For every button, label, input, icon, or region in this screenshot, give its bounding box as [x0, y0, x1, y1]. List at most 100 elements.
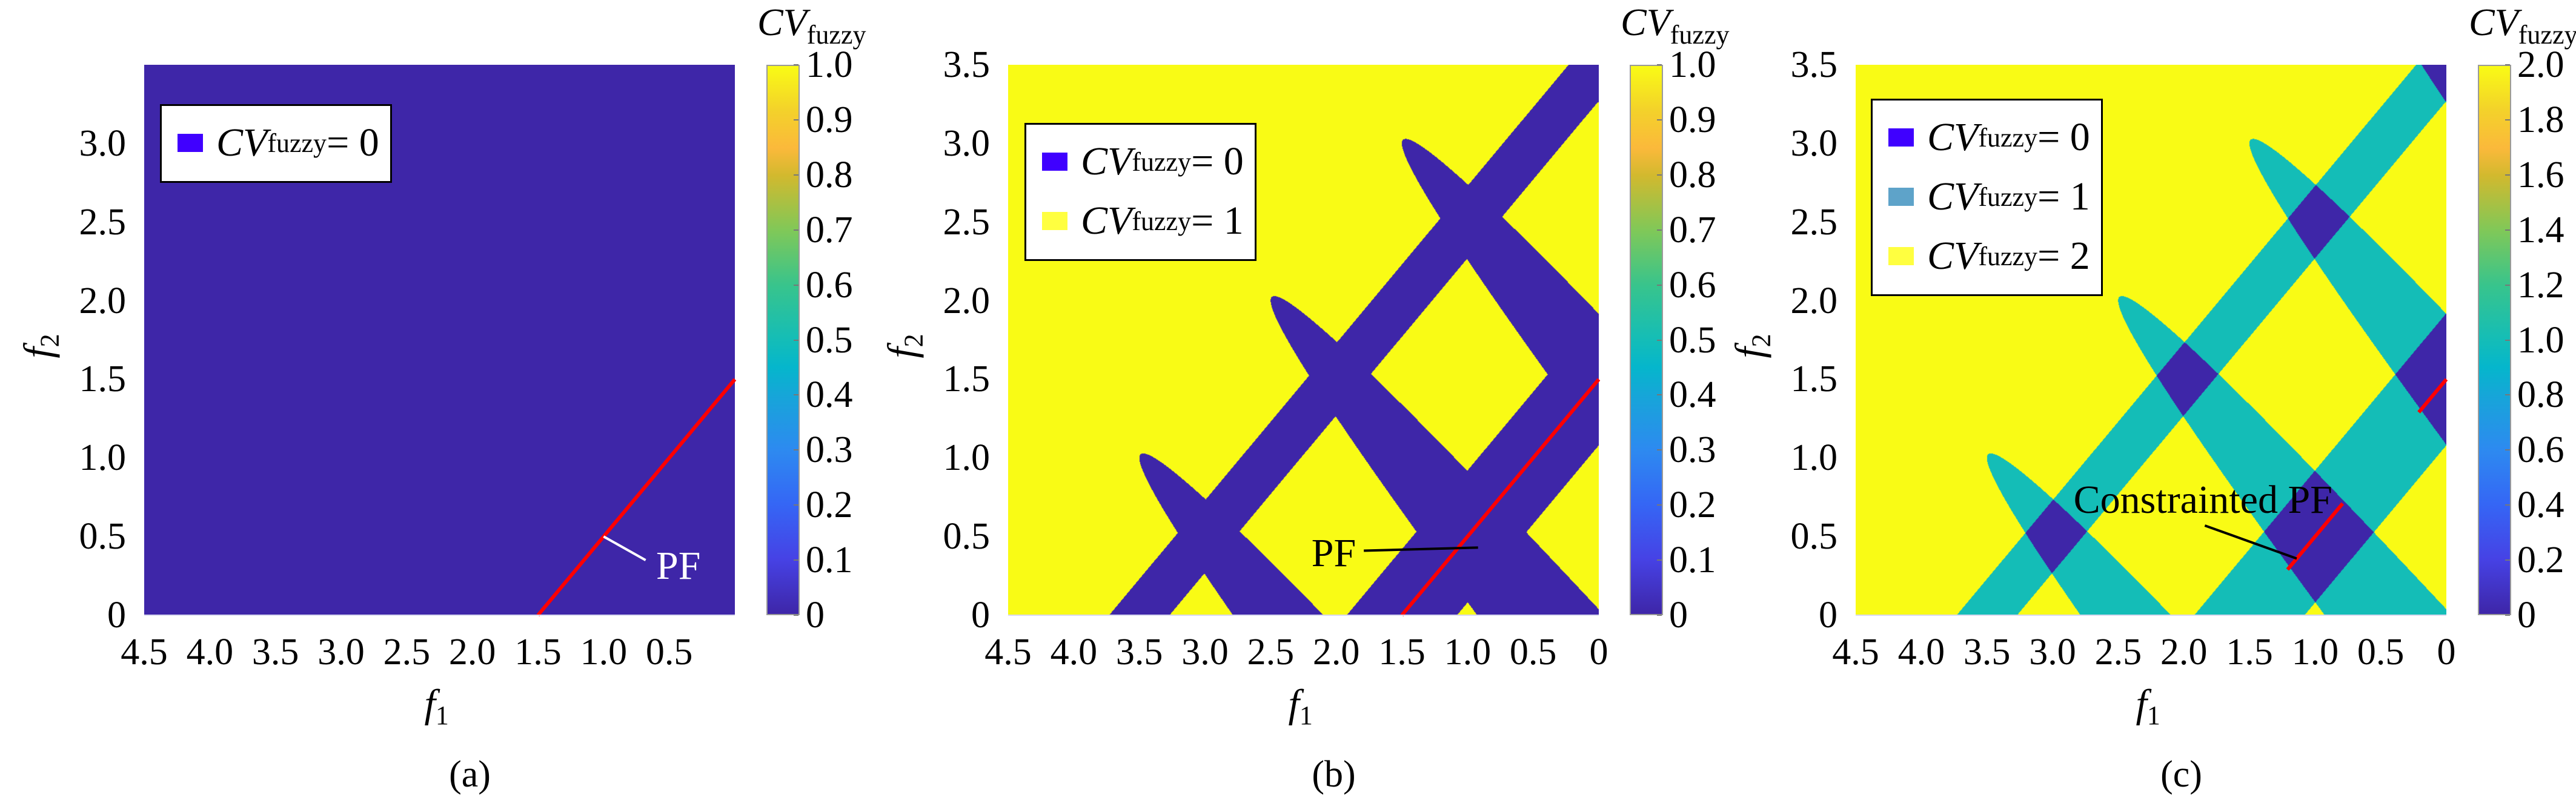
x-axis-label: f1 — [425, 684, 449, 736]
colorbar-tick-mark — [1657, 615, 1662, 616]
x-tick-label: 2.5 — [1247, 632, 1295, 673]
legend-label-value: = 0 — [2037, 115, 2090, 159]
annotation-label: Constrainted PF — [2073, 478, 2332, 522]
legend-label-var: CV — [1927, 174, 1979, 219]
x-axis-label: f1 — [2136, 684, 2160, 736]
y-tick-label: 0.5 — [79, 516, 127, 558]
x-tick-label: 3.0 — [317, 632, 365, 673]
legend-label-value: = 0 — [1191, 139, 1244, 183]
colorbar-tick-mark — [2505, 339, 2510, 341]
y-tick-label: 3.5 — [1790, 44, 1838, 85]
x-tick-label: 1.0 — [580, 632, 628, 673]
colorbar-tick-label: 1.0 — [806, 44, 853, 85]
colorbar-tick-mark — [794, 64, 798, 65]
x-tick-label: 2.5 — [2094, 632, 2142, 673]
x-tick-label: 4.5 — [121, 632, 168, 673]
x-axis-label-subscript: 1 — [2146, 701, 2160, 730]
panel-caption: (c) — [2160, 754, 2202, 795]
colorbar-tick-label: 1.2 — [2517, 264, 2564, 306]
colorbar-tick-label: 0.2 — [806, 484, 853, 526]
legend-label-var: CV — [216, 120, 268, 165]
x-axis-label-var: f — [1288, 682, 1300, 726]
pf-line — [2417, 378, 2448, 414]
x-tick-label: 3.5 — [1963, 632, 2011, 673]
colorbar-tick-label: 1.6 — [2517, 154, 2564, 196]
colorbar-tick-mark — [794, 174, 798, 176]
colorbar-tick-label: 0.4 — [1669, 374, 1716, 416]
colorbar-tick-label: 0.4 — [806, 374, 853, 416]
colorbar-tick-label: 0.9 — [806, 99, 853, 140]
annotation-leader-line — [1364, 546, 1478, 552]
x-tick-label: 3.0 — [2029, 632, 2076, 673]
colorbar-title-var: CV — [1621, 1, 1670, 44]
colorbar-tick-mark — [2505, 284, 2510, 286]
y-tick-label: 2.0 — [1790, 280, 1838, 322]
legend-label-subscript: fuzzy — [1132, 206, 1192, 236]
colorbar-tick-label: 1.8 — [2517, 99, 2564, 140]
y-tick-label: 1.5 — [1790, 358, 1838, 400]
legend-entry: CV fuzzy = 0 — [1042, 132, 1244, 191]
pf-line — [1400, 378, 1601, 616]
legend: CV fuzzy = 0 CV fuzzy = 1 CV fuzzy = 2 — [1871, 99, 2103, 296]
y-tick-label: 3.5 — [943, 44, 991, 85]
colorbar-tick-label: 0.2 — [1669, 484, 1716, 526]
colorbar-tick-label: 1.0 — [1669, 44, 1716, 85]
legend-label-value: = 2 — [2037, 234, 2090, 278]
colorbar-tick-mark — [794, 559, 798, 561]
legend-label-value: = 1 — [1191, 199, 1244, 243]
colorbar-title: CVfuzzy — [2469, 0, 2576, 50]
legend-entry: CV fuzzy = 1 — [1042, 191, 1244, 251]
x-axis-label-var: f — [424, 682, 436, 726]
colorbar-tick-mark — [1657, 174, 1662, 176]
colorbar-tick-label: 0 — [2517, 595, 2536, 636]
x-tick-label: 0 — [1589, 632, 1608, 673]
colorbar-tick-label: 0 — [806, 595, 825, 636]
x-axis-label: f1 — [1289, 684, 1313, 736]
x-tick-label: 1.5 — [514, 632, 562, 673]
colorbar-tick-mark — [2505, 119, 2510, 120]
colorbar-tick-mark — [794, 615, 798, 616]
colorbar-title-var: CV — [2469, 1, 2518, 44]
legend-label-value: = 1 — [2037, 174, 2090, 219]
y-tick-label: 1.5 — [79, 358, 127, 400]
colorbar-tick-mark — [1657, 339, 1662, 341]
y-tick-label: 2.0 — [943, 280, 991, 322]
legend-label-subscript: fuzzy — [1978, 122, 2038, 153]
y-axis-label-var: f — [1727, 346, 1772, 358]
y-tick-label: 2.5 — [1790, 201, 1838, 243]
colorbar-tick-mark — [794, 119, 798, 120]
y-tick-label: 3.0 — [943, 122, 991, 164]
colorbar-tick-label: 0 — [1669, 595, 1688, 636]
colorbar-tick-mark — [2505, 559, 2510, 561]
colorbar-tick-label: 0.5 — [1669, 319, 1716, 361]
annotation-label: PF — [1311, 531, 1356, 576]
legend-label-value: = 0 — [327, 120, 379, 165]
legend: CV fuzzy = 0 CV fuzzy = 1 — [1024, 123, 1256, 261]
x-tick-label: 2.0 — [448, 632, 496, 673]
x-tick-label: 2.0 — [2160, 632, 2208, 673]
colorbar-tick-mark — [2505, 229, 2510, 231]
legend-swatch — [1042, 153, 1067, 171]
y-tick-label: 0.5 — [943, 516, 991, 558]
colorbar-tick-mark — [2505, 394, 2510, 396]
legend-entry: CV fuzzy = 0 — [178, 113, 379, 173]
legend-label-subscript: fuzzy — [1132, 147, 1192, 177]
legend-label-subscript: fuzzy — [1978, 182, 2038, 212]
colorbar-tick-label: 0.7 — [1669, 209, 1716, 251]
panel-caption: (a) — [449, 754, 491, 795]
x-tick-label: 1.0 — [2291, 632, 2339, 673]
y-tick-label: 3.0 — [1790, 122, 1838, 164]
y-tick-label: 0 — [1819, 595, 1837, 636]
legend-label-subscript: fuzzy — [1978, 241, 2038, 271]
annotation-leader-line — [2204, 524, 2297, 560]
colorbar-title-subscript: fuzzy — [1670, 20, 1730, 50]
colorbar-tick-label: 0.5 — [806, 319, 853, 361]
x-tick-label: 1.0 — [1444, 632, 1492, 673]
x-axis-label-subscript: 1 — [435, 701, 449, 730]
legend-entry: CV fuzzy = 1 — [1888, 167, 2090, 226]
